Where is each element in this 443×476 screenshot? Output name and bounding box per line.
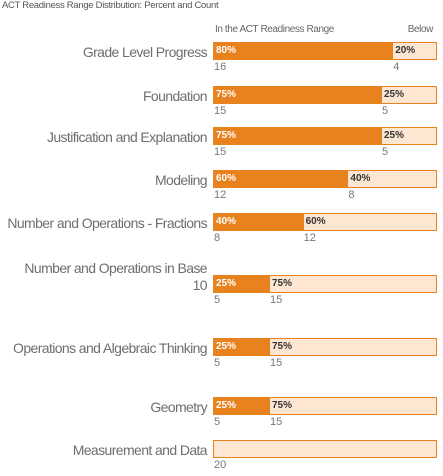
bar-segment — [269, 338, 437, 356]
category-label: Modeling — [154, 172, 208, 188]
bar-segment — [213, 170, 348, 188]
bar-segment — [381, 86, 437, 104]
data-label: 40% — [350, 173, 371, 184]
legend-item: In the ACT Readiness Range — [215, 24, 334, 35]
count-label: 5 — [382, 105, 389, 117]
category-label: Grade Level Progress — [82, 44, 208, 60]
legend-item: Below — [407, 24, 434, 35]
bar-segment — [269, 275, 437, 293]
count-label: 12 — [214, 189, 227, 201]
data-label: 75% — [272, 341, 293, 352]
count-label: 15 — [270, 294, 283, 306]
bar-segment — [213, 127, 381, 145]
bar-segment — [213, 397, 269, 415]
count-label: 16 — [214, 61, 227, 73]
data-label: 60% — [216, 173, 237, 184]
count-label: 5 — [382, 146, 389, 158]
category-label: Number and Operations - Fractions — [7, 215, 207, 231]
data-label: 40% — [216, 216, 237, 227]
count-label: 5 — [214, 294, 221, 306]
data-label: 75% — [272, 278, 293, 289]
data-label: 75% — [216, 130, 237, 141]
bar-segment — [302, 213, 437, 231]
bar-segment — [213, 42, 393, 60]
data-label: 25% — [384, 130, 405, 141]
count-label: 15 — [214, 146, 227, 158]
bar-segment — [213, 275, 269, 293]
data-label: 20% — [395, 45, 416, 56]
data-label: 60% — [305, 216, 326, 227]
bar-segment — [213, 86, 381, 104]
category-label: Justification and Explanation — [46, 129, 208, 145]
count-label: 15 — [270, 357, 283, 369]
category-label: Measurement and Data — [72, 442, 208, 458]
category-label: Operations and Algebraic Thinking — [13, 340, 208, 356]
bar-segment — [213, 440, 437, 458]
count-label: 8 — [348, 189, 355, 201]
bar-segment — [347, 170, 437, 188]
data-label: 25% — [384, 89, 405, 100]
category-label: Foundation — [142, 88, 208, 104]
data-label: 25% — [216, 278, 237, 289]
bar-segment — [392, 42, 437, 60]
count-label: 12 — [303, 232, 316, 244]
count-label: 5 — [214, 357, 221, 369]
category-label: Geometry — [150, 399, 207, 415]
bar-segment — [213, 338, 269, 356]
bar-segment — [269, 397, 437, 415]
bar-segment — [381, 127, 437, 145]
chart-title: ACT Readiness Range Distribution: Percen… — [2, 0, 219, 11]
category-label: Number and Operations in Base 10 — [24, 260, 207, 293]
count-label: 15 — [214, 105, 227, 117]
count-label: 4 — [393, 61, 400, 73]
data-label: 80% — [216, 45, 237, 56]
data-label: 25% — [216, 400, 237, 411]
count-label: 5 — [214, 416, 221, 428]
count-label: 8 — [214, 232, 221, 244]
bar-segment — [213, 213, 303, 231]
count-label: 20 — [214, 459, 227, 471]
count-label: 15 — [270, 416, 283, 428]
data-label: 25% — [216, 341, 237, 352]
data-label: 75% — [216, 89, 237, 100]
data-label: 75% — [272, 400, 293, 411]
